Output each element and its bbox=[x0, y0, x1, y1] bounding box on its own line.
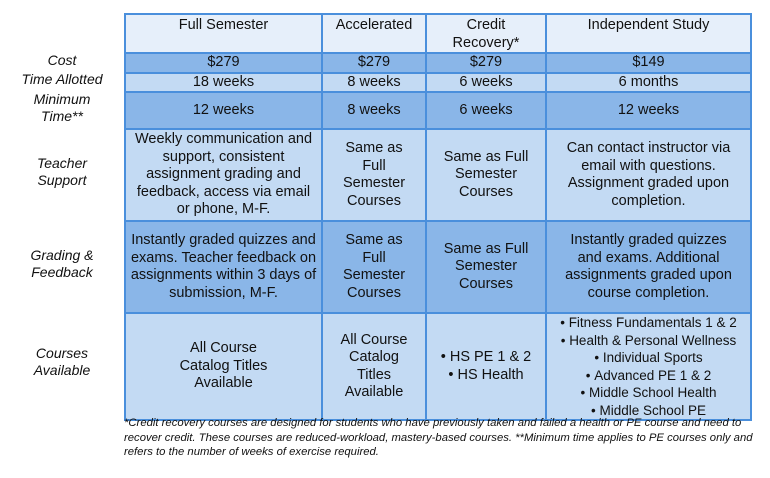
table-row-cost: $279 $279 $279 $149 bbox=[124, 52, 752, 74]
table-cell: 6 months bbox=[545, 71, 752, 93]
table-cell: $279 bbox=[321, 52, 427, 74]
table-cell: Can contact instructor via email with qu… bbox=[545, 128, 752, 222]
table-cell: Instantly graded quizzes and exams. Addi… bbox=[545, 220, 752, 314]
row-label-grading-feedback: Grading & Feedback bbox=[30, 247, 94, 280]
table-cell: Same as Full Semester Courses bbox=[321, 220, 427, 314]
table-cell: Same as Full Semester Courses bbox=[425, 128, 547, 222]
row-label-courses-available: Courses Available bbox=[33, 345, 91, 378]
table-cell: HS PE 1 & 2 HS Health bbox=[425, 312, 547, 421]
credit-recovery-course-list: HS PE 1 & 2 HS Health bbox=[431, 349, 541, 384]
row-label-teacher-support: Teacher Support bbox=[36, 155, 88, 188]
row-label-time-allotted: Time Allotted bbox=[21, 71, 103, 87]
independent-study-course-list: Fitness Fundamentals 1 & 2 Health & Pers… bbox=[551, 314, 746, 419]
col-header-full-semester: Full Semester bbox=[124, 13, 323, 54]
table-row-teacher-support: Weekly communication and support, consis… bbox=[124, 128, 752, 222]
table-cell: $279 bbox=[425, 52, 547, 74]
table-cell: 12 weeks bbox=[545, 91, 752, 130]
list-item: HS PE 1 & 2 bbox=[431, 349, 541, 367]
table-row-courses-available: All Course Catalog Titles Available All … bbox=[124, 312, 752, 421]
table-cell: $149 bbox=[545, 52, 752, 74]
header-row: Full Semester Accelerated Credit Recover… bbox=[124, 13, 752, 54]
table-cell: Instantly graded quizzes and exams. Teac… bbox=[124, 220, 323, 314]
table-cell: All Course Catalog Titles Available bbox=[321, 312, 427, 421]
table-cell: 12 weeks bbox=[124, 91, 323, 130]
table-cell: All Course Catalog Titles Available bbox=[124, 312, 323, 421]
list-item: HS Health bbox=[431, 367, 541, 385]
row-label-minimum-time: Minimum Time** bbox=[33, 90, 91, 124]
list-item: Health & Personal Wellness bbox=[551, 332, 746, 350]
table-cell: 8 weeks bbox=[321, 91, 427, 130]
col-header-accelerated: Accelerated bbox=[321, 13, 427, 54]
table-cell: Same as Full Semester Courses bbox=[425, 220, 547, 314]
table-cell: 6 weeks bbox=[425, 91, 547, 130]
table-row-minimum-time: 12 weeks 8 weeks 6 weeks 12 weeks bbox=[124, 91, 752, 130]
col-header-credit-recovery: Credit Recovery* bbox=[425, 13, 547, 54]
col-header-independent-study: Independent Study bbox=[545, 13, 752, 54]
list-item: Advanced PE 1 & 2 bbox=[551, 367, 746, 385]
list-item: Individual Sports bbox=[551, 349, 746, 367]
footnote: *Credit recovery courses are designed fo… bbox=[124, 417, 753, 458]
row-label-cost: Cost bbox=[47, 52, 77, 68]
list-item: Middle School Health bbox=[551, 384, 746, 402]
comparison-table: Full Semester Accelerated Credit Recover… bbox=[124, 13, 752, 421]
list-item: Middle School PE bbox=[551, 402, 746, 420]
table-cell: Fitness Fundamentals 1 & 2 Health & Pers… bbox=[545, 312, 752, 421]
table-row-grading-feedback: Instantly graded quizzes and exams. Teac… bbox=[124, 220, 752, 314]
table-cell: 18 weeks bbox=[124, 71, 323, 93]
table-cell: Weekly communication and support, consis… bbox=[124, 128, 323, 222]
table-row-time-allotted: 18 weeks 8 weeks 6 weeks 6 months bbox=[124, 71, 752, 93]
table-cell: Same as Full Semester Courses bbox=[321, 128, 427, 222]
table-cell: 6 weeks bbox=[425, 71, 547, 93]
table-cell: 8 weeks bbox=[321, 71, 427, 93]
list-item: Fitness Fundamentals 1 & 2 bbox=[551, 314, 746, 332]
table-cell: $279 bbox=[124, 52, 323, 74]
